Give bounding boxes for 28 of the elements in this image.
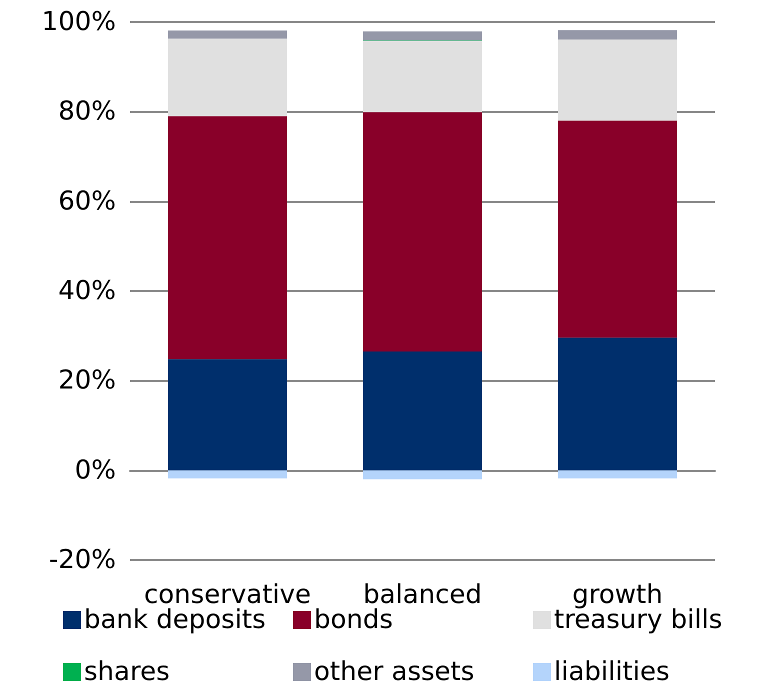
bar bbox=[558, 338, 677, 470]
bar bbox=[558, 470, 677, 478]
y-tick-label: 80% bbox=[58, 96, 116, 127]
bar bbox=[168, 359, 287, 470]
bar bbox=[363, 352, 482, 470]
bar bbox=[558, 39, 677, 121]
bar bbox=[363, 40, 482, 112]
bar bbox=[558, 120, 677, 338]
bar bbox=[558, 30, 677, 40]
bar bbox=[168, 38, 287, 116]
legend-label: bank deposits bbox=[84, 605, 266, 635]
y-tick-label: -20% bbox=[48, 545, 116, 575]
y-tick-label: 40% bbox=[58, 276, 116, 306]
y-tick-label: 0% bbox=[74, 455, 116, 486]
legend-label: bonds bbox=[314, 605, 393, 635]
bar bbox=[363, 112, 482, 352]
bar bbox=[168, 116, 287, 360]
y-tick-label: 20% bbox=[58, 366, 116, 396]
bar bbox=[363, 470, 482, 480]
x-tick-label: growth bbox=[572, 580, 663, 610]
y-tick-label: 60% bbox=[58, 186, 116, 216]
bar bbox=[363, 31, 482, 40]
bar bbox=[168, 470, 287, 478]
bar bbox=[168, 30, 287, 39]
legend-label: liabilities bbox=[554, 657, 670, 687]
y-tick-label: 100% bbox=[42, 7, 116, 37]
legend-label: shares bbox=[84, 657, 170, 687]
legend-label: other assets bbox=[314, 657, 474, 687]
